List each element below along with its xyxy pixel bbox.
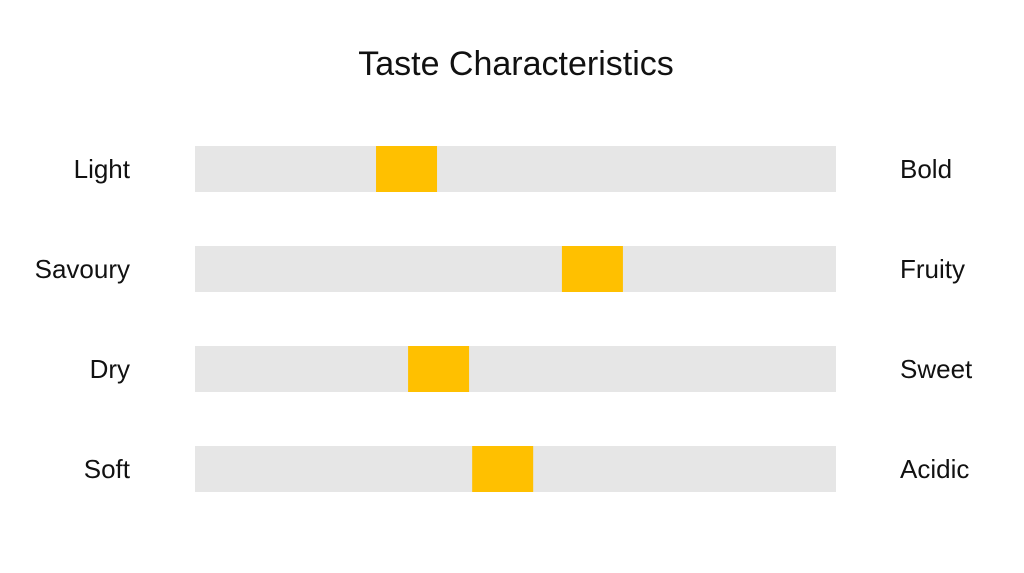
left-label: Savoury	[35, 254, 130, 284]
marker	[408, 346, 470, 392]
right-label: Sweet	[900, 354, 973, 384]
track	[195, 246, 836, 292]
marker	[376, 146, 438, 192]
track	[195, 146, 836, 192]
right-label: Bold	[900, 154, 952, 184]
left-label: Soft	[84, 454, 131, 484]
chart-title: Taste Characteristics	[358, 45, 674, 83]
left-label: Light	[74, 154, 131, 184]
left-label: Dry	[90, 354, 130, 384]
track	[195, 346, 836, 392]
right-label: Acidic	[900, 454, 969, 484]
marker	[561, 246, 623, 292]
marker	[472, 446, 534, 492]
right-label: Fruity	[900, 254, 965, 284]
